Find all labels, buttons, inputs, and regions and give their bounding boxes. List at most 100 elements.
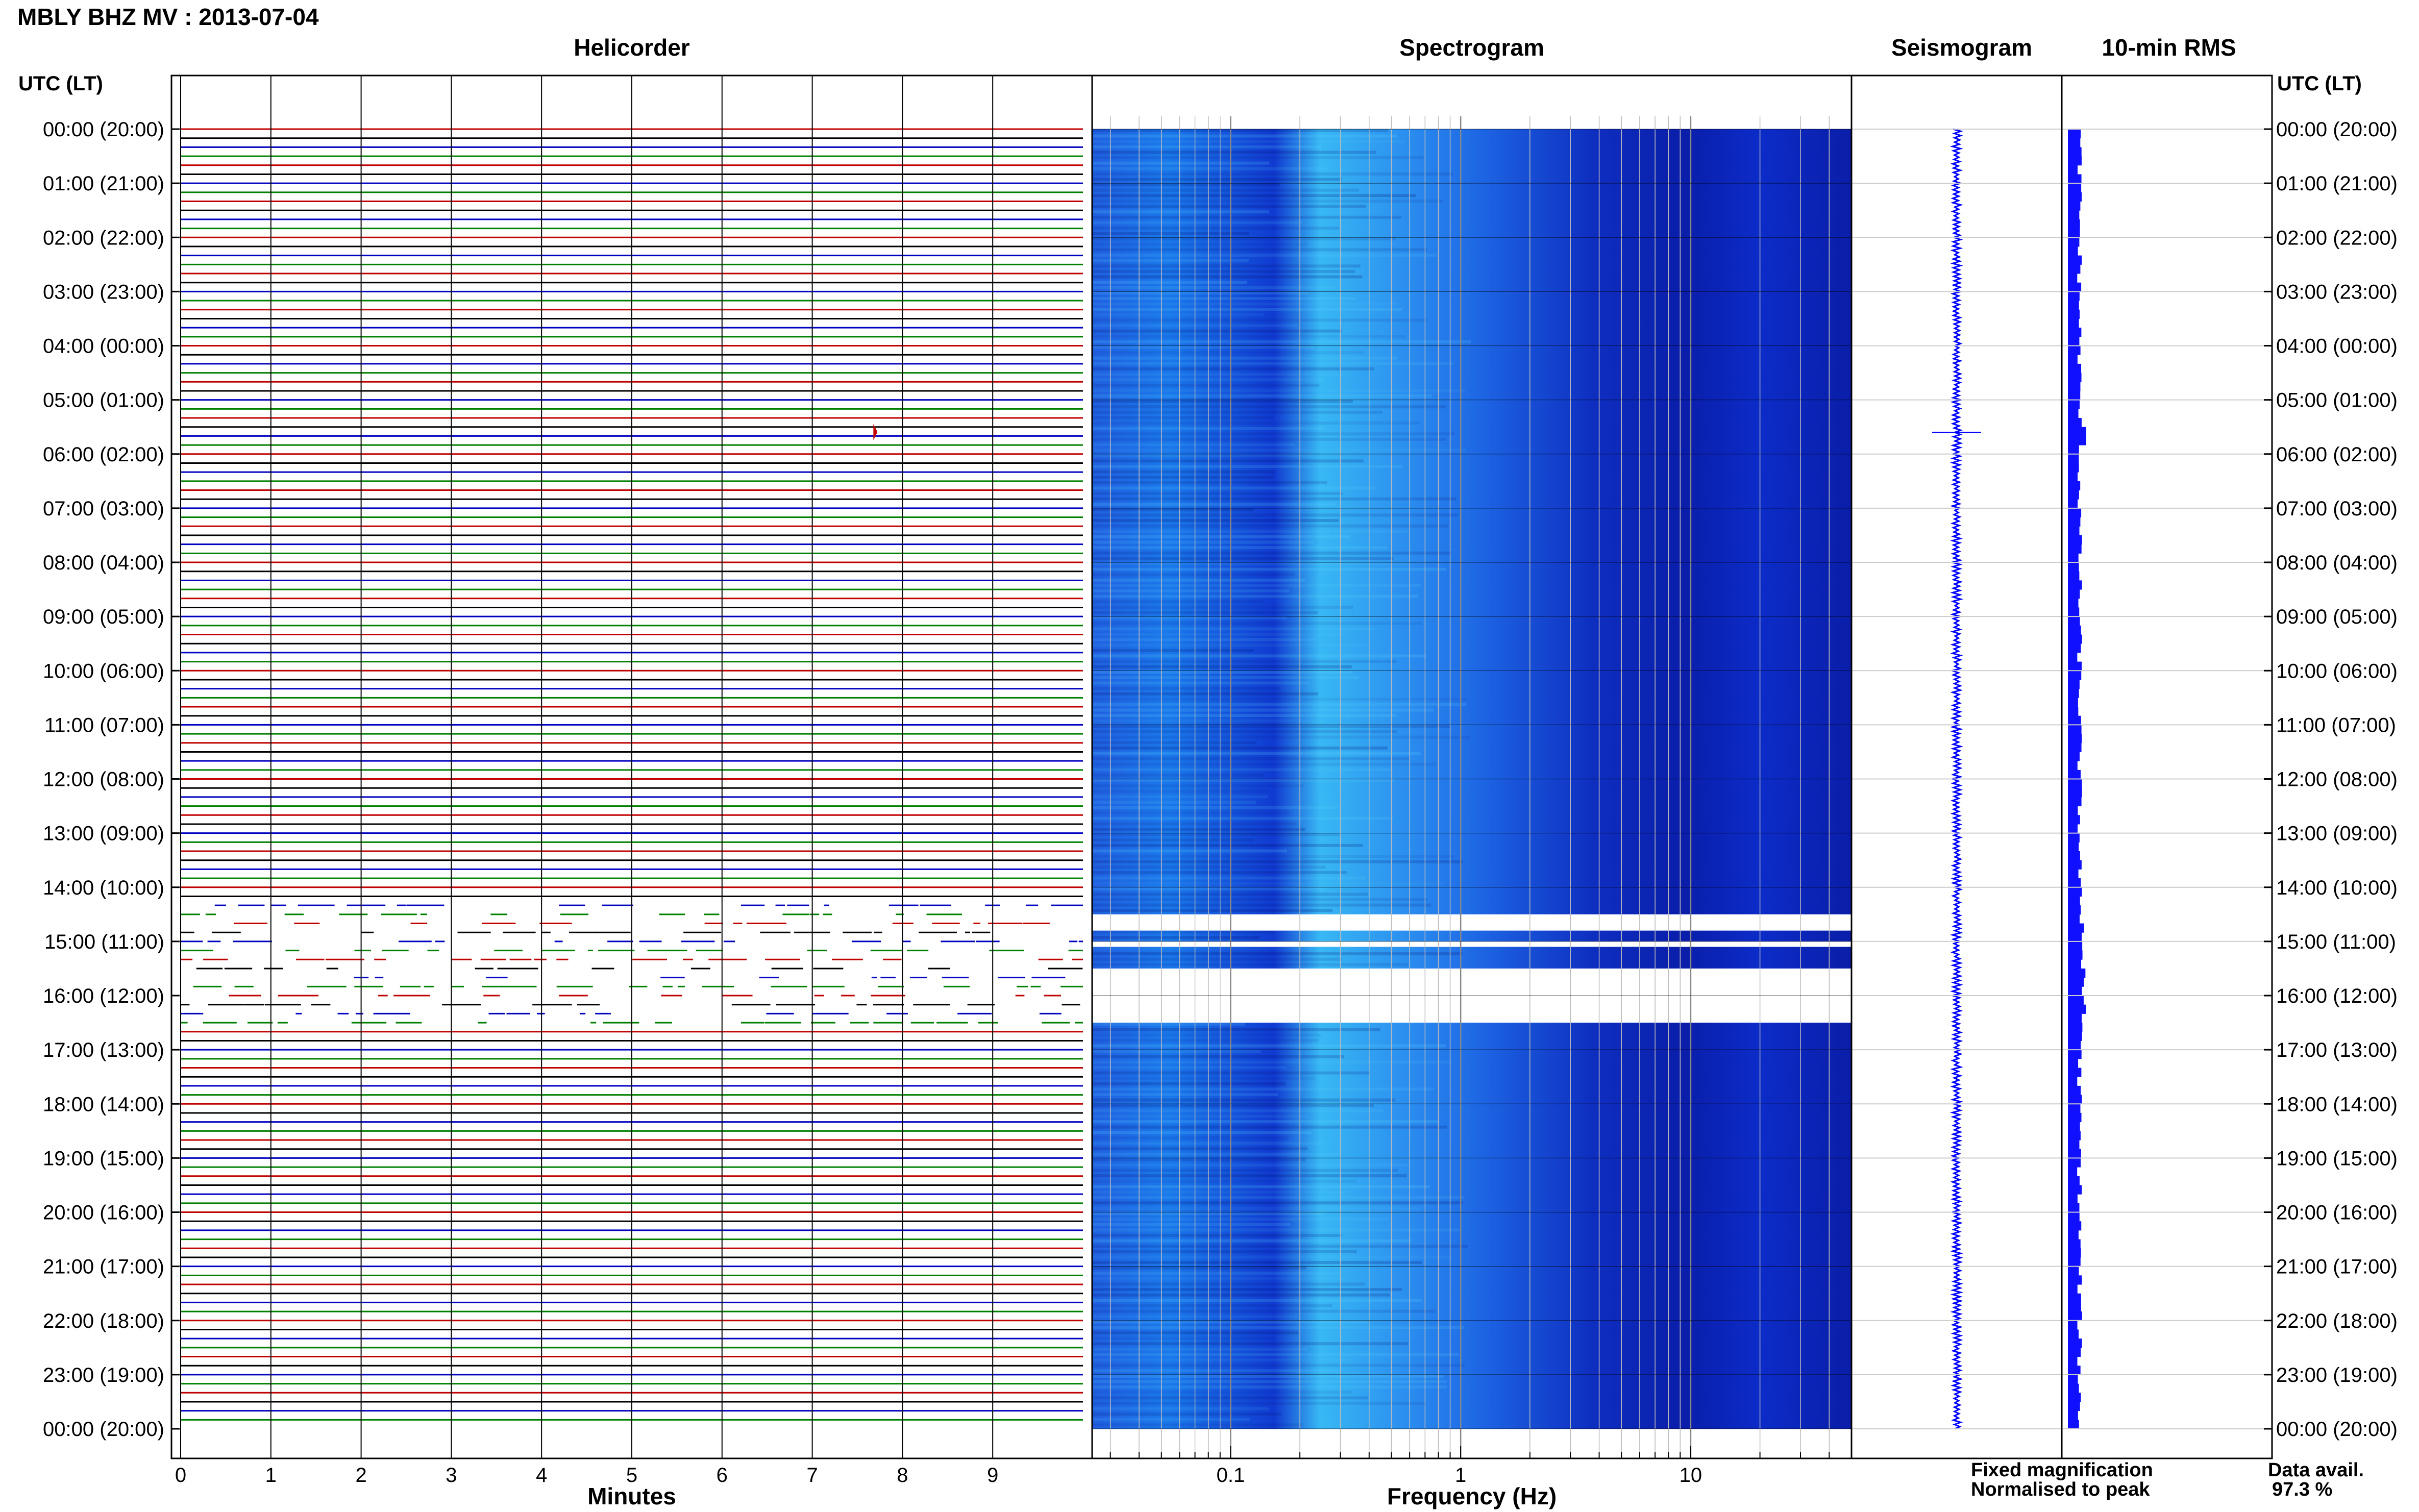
rms-bar (2068, 246, 2078, 256)
rms-bar (2068, 1095, 2082, 1104)
spectrogram-streak (1092, 432, 1455, 436)
rms-bar (2068, 986, 2082, 996)
spectrogram-streak (1092, 362, 1453, 365)
right-time-tick-label: 10:00 (06:00) (2276, 660, 2398, 682)
spectrogram-streak (1092, 318, 1427, 322)
spectrogram-streak (1092, 513, 1458, 517)
left-time-tick-label: 20:00 (16:00) (43, 1202, 164, 1224)
seismogram-title: Seismogram (1891, 34, 2033, 61)
spectrogram-streak (1092, 264, 1361, 268)
right-time-tick-label: 19:00 (15:00) (2276, 1147, 2398, 1170)
left-time-tick-label: 14:00 (10:00) (43, 877, 164, 899)
helicorder-x-tick-label: 6 (717, 1464, 728, 1486)
spectrogram-streak (1092, 194, 1416, 197)
spectrogram-streak (1092, 1342, 1409, 1346)
helicorder-x-tick-label: 7 (806, 1464, 818, 1486)
rms-bar (2068, 1410, 2078, 1420)
spectrogram-streak (1092, 616, 1287, 620)
spectrogram-gap (1092, 941, 1852, 947)
rms-bar (2068, 427, 2086, 436)
rms-bar (2068, 842, 2079, 852)
spectrogram-streak (1092, 1364, 1465, 1367)
rms-bar (2068, 815, 2080, 825)
spectrogram-streak (1092, 540, 1314, 544)
spectrogram-streak (1092, 1044, 1446, 1048)
spectrogram-streak (1092, 1401, 1426, 1405)
spectrogram-streak (1092, 248, 1427, 252)
rms-bar (2068, 1112, 2082, 1123)
rms-bar (2068, 138, 2081, 147)
spectrogram-streak (1092, 178, 1342, 181)
spectrogram-streak (1092, 947, 1312, 950)
spectrogram-streak (1092, 356, 1397, 360)
spectrogram-streak (1092, 692, 1319, 696)
spectrogram-streak (1092, 671, 1353, 674)
spectrogram-streak (1092, 400, 1353, 403)
left-time-tick-label: 05:00 (01:00) (43, 389, 164, 412)
rms-bar (2068, 707, 2079, 716)
spectrogram-gap (1092, 914, 1852, 931)
helicorder-x-tick-label: 2 (355, 1464, 366, 1486)
spectrogram-streak (1092, 172, 1453, 176)
rms-bar (2068, 941, 2083, 951)
spectrogram-streak (1092, 1218, 1389, 1221)
spectrogram-streak (1092, 373, 1345, 376)
rms-bar (2068, 698, 2078, 707)
spectrogram-streak (1092, 503, 1336, 506)
spectrogram-streak (1092, 660, 1397, 663)
utc-label-left: UTC (LT) (18, 72, 103, 95)
right-time-tick-label: 20:00 (16:00) (2276, 1202, 2398, 1224)
spectrogram-streak (1092, 524, 1449, 528)
spectrogram-streak (1092, 205, 1366, 208)
rms-bar (2068, 616, 2080, 626)
rms-bar (2068, 779, 2082, 788)
rms-bar (2068, 301, 2079, 310)
rms-bar (2068, 589, 2080, 599)
spectrogram-streak (1092, 1261, 1422, 1265)
left-time-tick-label: 18:00 (14:00) (43, 1093, 164, 1116)
spectrogram-streak (1092, 1391, 1352, 1394)
rms-bar (2068, 977, 2084, 987)
rms-bar (2068, 788, 2082, 798)
rms-bar (2068, 1149, 2081, 1158)
spectrogram-streak (1092, 151, 1376, 154)
spectrogram-streak (1092, 161, 1270, 165)
rms-bar (2068, 535, 2082, 545)
spectrogram-streak (1092, 800, 1256, 804)
left-time-tick-label: 03:00 (23:00) (43, 281, 164, 303)
rms-bar (2068, 1383, 2079, 1393)
rms-bar (2068, 1085, 2081, 1096)
spectrogram-streak (1092, 464, 1402, 468)
spectrogram-streak (1092, 275, 1363, 279)
helicorder-x-tick-label: 3 (446, 1464, 457, 1486)
spectrogram-streak (1092, 1293, 1390, 1297)
helicorder-event (873, 424, 878, 440)
spectrogram-streak (1092, 882, 1444, 885)
legend-fixed: Fixed magnification (1971, 1459, 2153, 1481)
rms-bar (2068, 1248, 2081, 1258)
left-time-tick-label: 07:00 (03:00) (43, 498, 164, 520)
left-time-tick-label: 22:00 (18:00) (43, 1310, 164, 1332)
rms-bar (2068, 165, 2078, 175)
spectrogram-streak (1092, 1266, 1306, 1270)
spectrogram-streak (1092, 578, 1305, 582)
rms-bar (2068, 228, 2080, 238)
right-time-tick-label: 13:00 (09:00) (2276, 823, 2398, 845)
rms-bar (2068, 1023, 2083, 1032)
spectrogram-streak (1092, 1309, 1436, 1313)
spectrogram-streak (1092, 1093, 1278, 1097)
spectrogram-streak (1092, 1104, 1374, 1107)
spectrogram-streak (1092, 930, 1275, 934)
spectrogram-streak (1092, 622, 1422, 625)
rms-bar (2068, 1194, 2078, 1204)
helicorder-x-tick-label: 8 (897, 1464, 908, 1486)
rms-bar (2068, 625, 2081, 635)
spectrogram-streak (1092, 741, 1257, 745)
right-time-tick-label: 08:00 (04:00) (2276, 552, 2398, 574)
rms-bar (2068, 1077, 2078, 1086)
spectrogram-streak (1092, 1380, 1447, 1383)
rms-bar (2068, 1212, 2080, 1222)
spectrogram-streak (1092, 768, 1393, 772)
left-time-tick-label: 11:00 (07:00) (44, 714, 164, 736)
spectrogram-streak (1092, 416, 1274, 419)
